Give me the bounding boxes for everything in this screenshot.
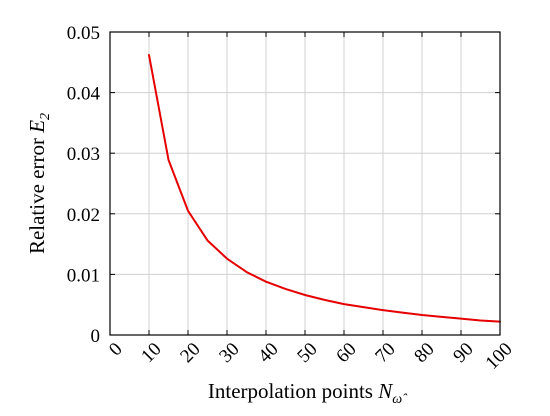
x-tick-label: 80 [410, 339, 438, 367]
y-tick-label: 0 [91, 326, 101, 347]
x-tick-label: 50 [293, 339, 321, 367]
y-tick-label: 0.03 [67, 144, 100, 165]
series-line-0 [148, 54, 501, 323]
y-axis-label: Relative error E2 [25, 113, 53, 254]
y-tick-label: 0.01 [67, 265, 100, 286]
x-axis-label-subscript: ω̂ [392, 392, 408, 407]
x-tick-label: 90 [449, 339, 477, 367]
svg-text:Relative error E2: Relative error E2 [25, 113, 53, 254]
x-tick-label: 60 [332, 339, 360, 367]
x-tick-label: 100 [482, 339, 517, 374]
grid [110, 32, 500, 335]
x-tick-label: 10 [137, 339, 165, 367]
x-tick-label: 20 [176, 339, 204, 367]
y-axis-label-text: Relative error [25, 133, 49, 254]
y-axis-label-symbol: E [25, 120, 49, 134]
ticks: 0 10 20 30 40 50 60 70 80 90 100 0 0.01 0.02 0.03 0.04 0… [67, 23, 517, 374]
x-axis-label: Interpolation points Nω̂ [208, 379, 408, 407]
x-axis-label-text: Interpolation points [208, 379, 378, 403]
x-tick-label: 30 [215, 339, 243, 367]
x-tick-label: 40 [254, 339, 282, 367]
y-axis-label-subscript: 2 [38, 113, 53, 120]
y-tick-label: 0.02 [67, 205, 100, 226]
x-tick-label: 70 [371, 339, 399, 367]
y-tick-label: 0.04 [67, 84, 101, 105]
x-tick-label: 0 [105, 339, 127, 361]
svg-text:Interpolation points Nω̂: Interpolation points Nω̂ [208, 379, 408, 407]
series-layer [148, 54, 501, 323]
y-tick-label: 0.05 [67, 23, 100, 44]
x-axis-label-symbol: N [377, 379, 393, 403]
